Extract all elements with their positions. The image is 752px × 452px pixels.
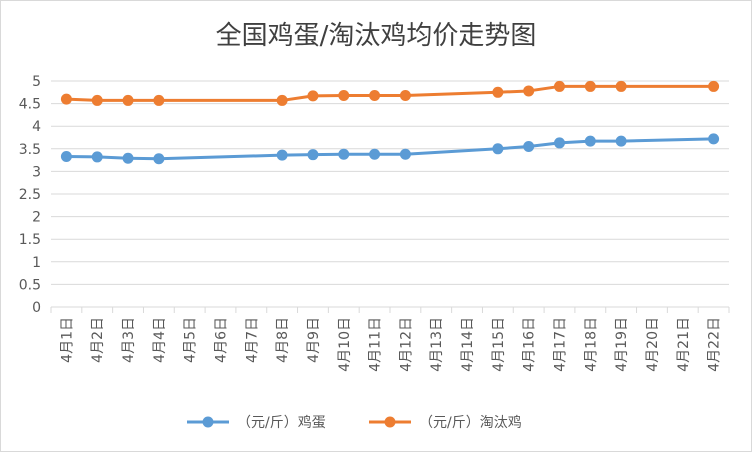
data-point bbox=[399, 148, 411, 160]
data-point bbox=[60, 93, 72, 105]
data-point bbox=[584, 135, 596, 147]
gridlines bbox=[50, 80, 730, 313]
legend-label-1: （元/斤）鸡蛋 bbox=[237, 414, 326, 431]
x-tick-label: 4月3日 bbox=[121, 317, 137, 363]
x-tick-label: 4月1日 bbox=[59, 317, 75, 363]
data-point bbox=[554, 137, 565, 149]
data-point bbox=[399, 89, 411, 101]
data-point bbox=[369, 89, 381, 101]
data-point bbox=[338, 89, 350, 101]
data-point bbox=[153, 153, 165, 165]
legend-label-2: （元/斤）淘汰鸡 bbox=[419, 414, 522, 431]
legend-marker-1 bbox=[202, 416, 214, 428]
y-tick-label: 2.5 bbox=[19, 187, 41, 203]
x-tick-label: 4月19日 bbox=[614, 317, 630, 372]
y-tick-label: 0 bbox=[32, 300, 41, 316]
data-point bbox=[584, 80, 596, 92]
x-tick-label: 4月2日 bbox=[90, 317, 106, 363]
x-tick-label: 4月4日 bbox=[152, 317, 168, 363]
x-tick-label: 4月8日 bbox=[275, 317, 291, 363]
data-point bbox=[523, 85, 535, 97]
data-point bbox=[708, 80, 720, 92]
data-point bbox=[153, 94, 165, 106]
x-tick-label: 4月21日 bbox=[676, 317, 692, 372]
data-point bbox=[492, 143, 504, 155]
y-tick-label: 2 bbox=[32, 210, 41, 226]
data-point bbox=[615, 80, 627, 92]
data-point bbox=[523, 141, 535, 153]
x-tick-label: 4月7日 bbox=[244, 317, 260, 363]
data-point bbox=[708, 133, 720, 145]
x-tick-label: 4月14日 bbox=[460, 317, 476, 372]
y-tick-label: 4.5 bbox=[19, 97, 41, 113]
data-point bbox=[615, 135, 627, 147]
data-point bbox=[492, 86, 504, 98]
data-point bbox=[91, 151, 103, 163]
series-layer bbox=[60, 80, 720, 165]
y-tick-label: 1 bbox=[32, 255, 41, 271]
legend-marker-2 bbox=[384, 416, 396, 428]
x-tick-label: 4月17日 bbox=[553, 317, 569, 372]
x-axis-ticks: 4月1日 4月2日 4月3日 4月4日 4月5日 4月6日 4月7日 4月8日 4月9日 4月10… bbox=[59, 317, 722, 372]
data-point bbox=[307, 90, 319, 102]
y-tick-label: 0.5 bbox=[19, 277, 41, 293]
data-point bbox=[307, 149, 319, 161]
chart-title: 全国鸡蛋/淘汰鸡均价走势图 bbox=[215, 21, 537, 51]
x-tick-label: 4月5日 bbox=[183, 317, 199, 363]
data-point bbox=[91, 94, 103, 106]
y-tick-label: 1.5 bbox=[19, 232, 41, 248]
data-point bbox=[122, 152, 134, 164]
data-point bbox=[338, 148, 350, 160]
x-tick-label: 4月10日 bbox=[337, 317, 353, 372]
x-tick-label: 4月22日 bbox=[707, 317, 723, 372]
y-tick-label: 4 bbox=[32, 119, 41, 135]
data-point bbox=[276, 94, 288, 106]
y-axis-ticks: 0 0.5 1 1.5 2 2.5 3 3.5 4 4.5 5 bbox=[19, 74, 41, 316]
data-point bbox=[122, 94, 134, 106]
data-point bbox=[276, 149, 288, 161]
x-tick-label: 4月15日 bbox=[491, 317, 507, 372]
x-tick-label: 4月12日 bbox=[398, 317, 414, 372]
data-point bbox=[554, 80, 565, 92]
x-tick-label: 4月20日 bbox=[645, 317, 661, 372]
y-tick-label: 3.5 bbox=[19, 142, 41, 158]
legend: （元/斤）鸡蛋 （元/斤）淘汰鸡 bbox=[187, 414, 522, 431]
x-tick-label: 4月6日 bbox=[214, 317, 230, 363]
data-point bbox=[60, 150, 72, 162]
y-tick-label: 5 bbox=[32, 74, 41, 90]
data-point bbox=[369, 148, 381, 160]
x-tick-label: 4月9日 bbox=[306, 317, 322, 363]
x-tick-label: 4月16日 bbox=[522, 317, 538, 372]
x-tick-label: 4月11日 bbox=[368, 317, 384, 372]
x-tick-label: 4月18日 bbox=[583, 317, 599, 372]
x-tick-label: 4月13日 bbox=[429, 317, 445, 372]
y-tick-label: 3 bbox=[32, 164, 41, 180]
